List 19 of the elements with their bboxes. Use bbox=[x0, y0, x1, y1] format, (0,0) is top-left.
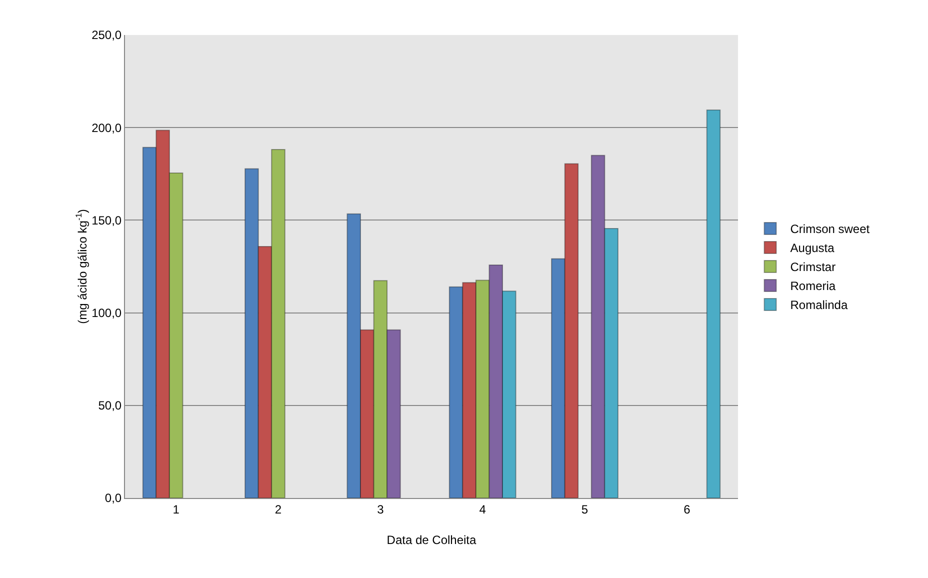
x-tick-label: 1 bbox=[172, 502, 180, 516]
bar bbox=[706, 110, 721, 498]
y-tick-label: 150,0 bbox=[92, 213, 122, 228]
x-tick-label: 2 bbox=[274, 502, 282, 516]
x-tick-label: 5 bbox=[581, 502, 588, 516]
x-axis-title: Data de Colheita bbox=[386, 533, 477, 547]
y-tick-label: 250,0 bbox=[92, 28, 122, 42]
legend-label: Augusta bbox=[790, 241, 835, 256]
legend-label: Crimson sweet bbox=[790, 222, 870, 236]
y-tick-label: 200,0 bbox=[92, 120, 122, 135]
y-tick-label: 100,0 bbox=[92, 306, 122, 320]
legend-label: Crimstar bbox=[790, 260, 836, 274]
y-tick-label: 50,0 bbox=[98, 398, 122, 413]
legend-label: Romalinda bbox=[790, 298, 848, 312]
x-tick-label: 6 bbox=[684, 502, 691, 516]
x-tick-label: 3 bbox=[377, 502, 384, 516]
x-tick-label: 4 bbox=[479, 502, 486, 516]
legend-label: Romeria bbox=[790, 279, 836, 294]
y-tick-label: 0,0 bbox=[104, 491, 122, 506]
